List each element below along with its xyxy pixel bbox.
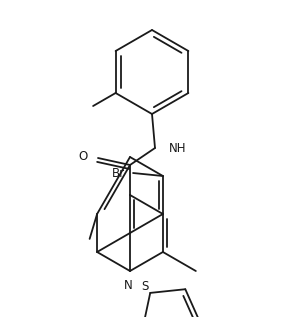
Text: S: S (141, 281, 148, 294)
Text: Br: Br (112, 166, 125, 179)
Text: O: O (79, 150, 88, 163)
Text: N: N (124, 279, 132, 292)
Text: NH: NH (169, 141, 186, 154)
